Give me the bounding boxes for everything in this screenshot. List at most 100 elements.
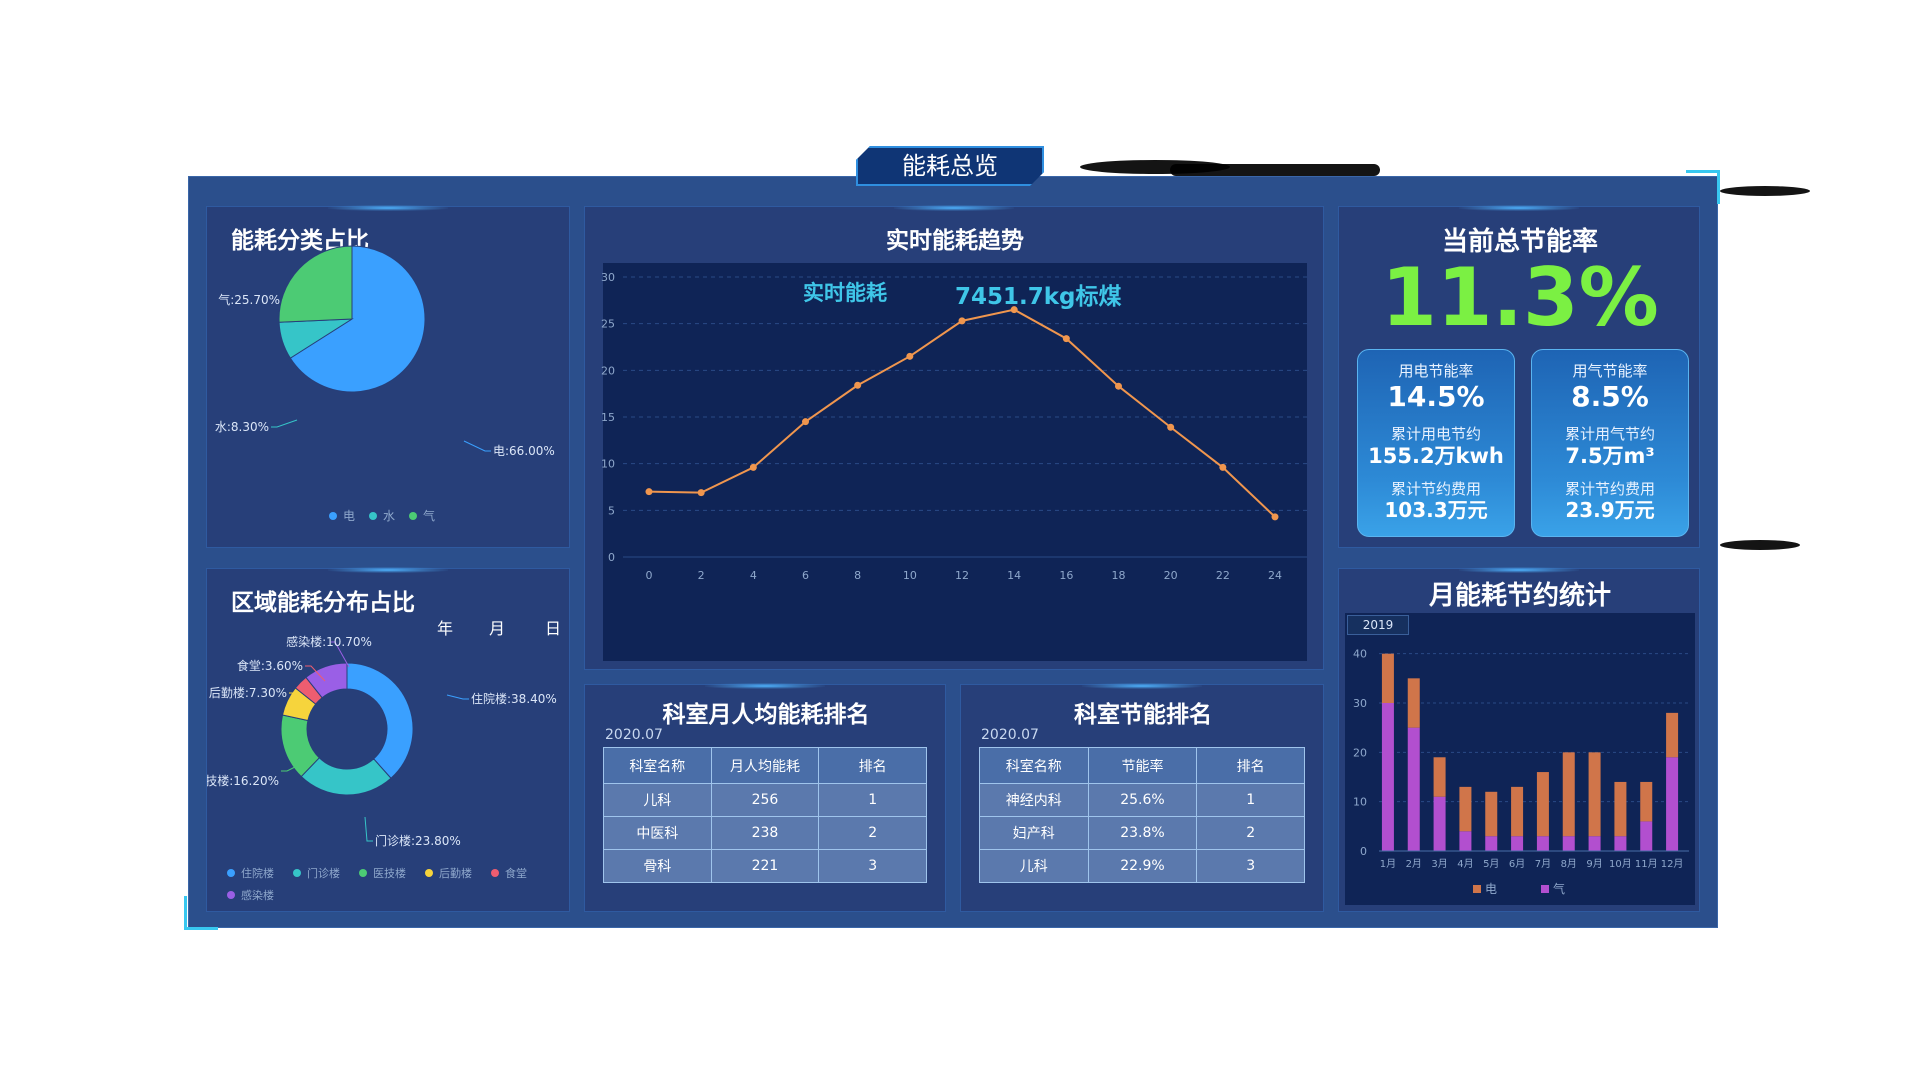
y-tick-label: 30 xyxy=(1353,697,1367,710)
legend-marker xyxy=(491,869,499,877)
x-tick-label: 10月 xyxy=(1609,858,1632,870)
period-month-button[interactable]: 月 xyxy=(489,619,506,638)
slice-label: 水:8.30% xyxy=(215,420,269,434)
pie-slice-气 xyxy=(278,245,353,323)
y-tick-label: 10 xyxy=(601,458,615,471)
gas-rate: 8.5% xyxy=(1571,380,1649,413)
bar-气 xyxy=(1433,796,1446,851)
x-tick-label: 1月 xyxy=(1380,858,1396,870)
table-row: 妇产科 23.8% 2 xyxy=(979,816,1305,850)
label-leader xyxy=(281,764,300,772)
table-cell: 儿科 xyxy=(979,849,1089,883)
panel-glow xyxy=(1459,205,1579,211)
panel-glow xyxy=(328,567,448,573)
table-cell: 神经内科 xyxy=(979,783,1089,817)
year-tag[interactable]: 2019 xyxy=(1347,615,1409,635)
column-header: 节能率 xyxy=(1087,747,1198,784)
y-tick-label: 20 xyxy=(601,364,615,377)
bar-电 xyxy=(1614,781,1627,837)
panel-title: 科室节能排名 xyxy=(1074,702,1212,728)
label-leader xyxy=(271,419,298,428)
pie-slice-电 xyxy=(289,245,426,393)
panel-glow xyxy=(1459,567,1579,573)
y-tick-label: 5 xyxy=(608,504,615,517)
table-cell: 2 xyxy=(1196,816,1305,850)
table-row: 儿科 22.9% 3 xyxy=(979,849,1305,883)
slice-label: 感染楼:10.70% xyxy=(286,634,372,649)
label-leader xyxy=(463,440,491,452)
table-cell: 3 xyxy=(1196,849,1305,883)
slice-label: 住院楼:38.40% xyxy=(471,691,557,706)
pie-slice-住院楼 xyxy=(346,662,414,779)
legend-marker xyxy=(409,512,417,520)
legend-label: 感染楼 xyxy=(241,888,274,902)
legend-label: 水 xyxy=(383,509,395,523)
electric-cost-label: 累计节约费用 xyxy=(1390,480,1481,498)
y-tick-label: 40 xyxy=(1353,648,1367,661)
category-panel: 能耗分类占比 电:66.00% 水:8.30% 气:25.70% 电 水 气 xyxy=(206,205,570,548)
legend-label: 电 xyxy=(1485,882,1497,896)
data-point xyxy=(1167,423,1175,431)
bar-气 xyxy=(1536,836,1549,851)
legend-marker xyxy=(293,869,301,877)
table-header-row: 科室名称 月人均能耗 排名 xyxy=(603,747,927,784)
y-tick-label: 0 xyxy=(1360,845,1367,858)
electric-saved: 155.2万kwh xyxy=(1368,444,1504,468)
region-donut-chart: 住院楼:38.40% 门诊楼:23.80% 科技楼:16.20% 后勤楼:7.3… xyxy=(207,634,557,902)
electric-rate: 14.5% xyxy=(1387,380,1485,413)
frame-corner xyxy=(184,896,218,930)
trend-chart-area xyxy=(603,263,1307,661)
data-point xyxy=(1062,335,1070,343)
table-row: 神经内科 25.6% 1 xyxy=(979,783,1305,817)
electric-saving-card: 用电节能率 14.5% 累计用电节约 155.2万kwh 累计节约费用 103.… xyxy=(1357,349,1515,537)
table-row: 儿科 256 1 xyxy=(603,783,927,817)
legend-swatch xyxy=(1473,885,1481,893)
table-cell: 中医科 xyxy=(603,816,712,850)
realtime-value: 7451.7kg标煤 xyxy=(955,284,1122,310)
y-tick-label: 15 xyxy=(601,411,615,424)
bar-电 xyxy=(1407,678,1420,728)
bar-电 xyxy=(1536,772,1549,837)
x-tick-label: 18 xyxy=(1112,569,1126,582)
x-tick-label: 2月 xyxy=(1406,858,1422,870)
panel-glow xyxy=(894,205,1014,211)
column-header: 科室名称 xyxy=(603,747,712,784)
column-header: 科室名称 xyxy=(979,747,1089,784)
legend-marker xyxy=(359,869,367,877)
x-tick-label: 9月 xyxy=(1586,858,1602,870)
data-point xyxy=(1271,513,1279,521)
slice-label: 食堂:3.60% xyxy=(237,658,303,673)
panel-glow xyxy=(328,205,448,211)
monthly-chart-area xyxy=(1345,613,1695,905)
legend-label: 门诊楼 xyxy=(307,866,340,880)
legend-marker xyxy=(425,869,433,877)
gas-saved: 7.5万m³ xyxy=(1565,444,1655,468)
x-tick-label: 3月 xyxy=(1431,858,1447,870)
label-leader xyxy=(331,641,350,668)
table-cell: 1 xyxy=(1196,783,1305,817)
legend-marker xyxy=(227,869,235,877)
panel-title: 月能耗节约统计 xyxy=(1428,581,1611,611)
slice-label: 科技楼:16.20% xyxy=(207,773,279,788)
frame-corner xyxy=(1686,170,1720,204)
y-tick-label: 25 xyxy=(601,318,615,331)
x-tick-label: 12月 xyxy=(1661,858,1684,870)
table-date: 2020.07 xyxy=(981,727,1039,743)
slice-label: 气:25.70% xyxy=(218,292,280,307)
period-year-button[interactable]: 年 xyxy=(437,619,454,638)
label-leader xyxy=(282,299,304,316)
bar-电 xyxy=(1562,752,1575,837)
y-tick-label: 20 xyxy=(1353,746,1367,759)
monthly-panel: 月能耗节约统计 2019 0 10 20 30 40 1月 2月 3月 4月 5月 6月 7月 8月 9月… xyxy=(1338,567,1700,912)
legend-label: 住院楼 xyxy=(241,866,274,880)
data-point xyxy=(697,489,705,497)
period-day-button[interactable]: 日 xyxy=(545,619,562,638)
column-header: 排名 xyxy=(1196,747,1305,784)
x-tick-label: 8 xyxy=(854,569,861,582)
bar-电 xyxy=(1433,757,1446,797)
table-date: 2020.07 xyxy=(605,727,663,743)
table-cell: 238 xyxy=(710,816,820,850)
table-cell: 妇产科 xyxy=(979,816,1089,850)
legend-marker xyxy=(329,512,337,520)
table-header-row: 科室名称 节能率 排名 xyxy=(979,747,1305,784)
